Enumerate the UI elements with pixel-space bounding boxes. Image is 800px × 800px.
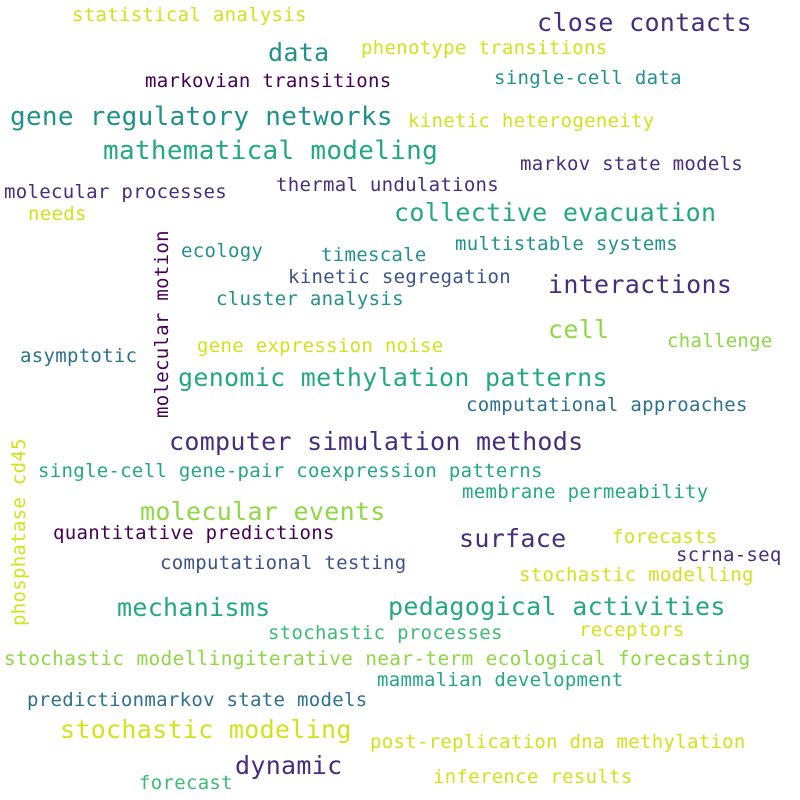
word: mammalian development (377, 669, 624, 691)
word: timescale (321, 244, 427, 266)
word: stochastic modeling (60, 715, 352, 744)
word: kinetic heterogeneity (408, 110, 655, 132)
word: computer simulation methods (169, 427, 584, 456)
word: close contacts (537, 8, 752, 37)
word: forecasts (612, 526, 718, 548)
word: cluster analysis (216, 288, 404, 310)
word: single-cell data (494, 67, 682, 89)
word: molecular events (140, 497, 386, 526)
word: phosphatase cd45 (8, 438, 30, 626)
word: data (268, 38, 330, 67)
word: cell (548, 315, 610, 344)
word: post-replication dna methylation (370, 731, 746, 753)
word: quantitative predictions (53, 522, 335, 544)
word: markov state models (520, 153, 744, 175)
word: mathematical modeling (103, 136, 439, 166)
word: gene expression noise (197, 335, 444, 357)
word: molecular motion (151, 230, 173, 418)
word: stochastic modellingiterative near-term … (4, 647, 751, 670)
word: inference results (433, 766, 633, 788)
word: thermal undulations (276, 174, 500, 196)
word: kinetic segregation (288, 266, 512, 288)
word: challenge (667, 330, 773, 352)
word: receptors (579, 619, 685, 641)
word: molecular processes (4, 181, 228, 203)
word: asymptotic (20, 345, 138, 367)
word: interactions (548, 270, 733, 299)
word: single-cell gene-pair coexpression patte… (38, 460, 543, 482)
word: needs (28, 203, 87, 225)
word: gene regulatory networks (10, 102, 393, 132)
word: collective evacuation (394, 198, 717, 227)
word: phenotype transitions (361, 37, 608, 59)
word: statistical analysis (72, 4, 307, 26)
word: scrna-seq (676, 544, 782, 566)
word: computational testing (160, 552, 407, 574)
word: computational approaches (466, 394, 748, 416)
word: ecology (181, 240, 264, 262)
word: mechanisms (117, 593, 271, 622)
word: membrane permeability (462, 481, 709, 503)
word: multistable systems (455, 233, 679, 255)
word: markovian transitions (145, 70, 392, 92)
word: surface (459, 524, 567, 553)
word: genomic methylation patterns (178, 363, 608, 392)
word: stochastic processes (268, 622, 503, 644)
word: predictionmarkov state models (27, 689, 368, 711)
word: stochastic modelling (519, 564, 754, 586)
word: pedagogical activities (388, 592, 726, 621)
word: forecast (139, 772, 233, 794)
word: dynamic (235, 751, 343, 780)
